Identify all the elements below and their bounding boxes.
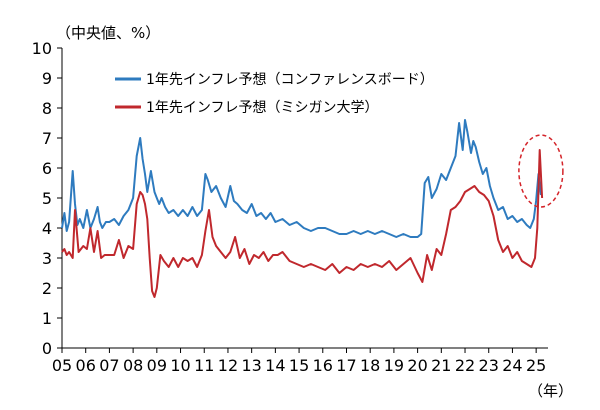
x-tick-label: 07 bbox=[99, 356, 119, 375]
x-tick-label: 08 bbox=[123, 356, 143, 375]
x-tick-label: 09 bbox=[147, 356, 167, 375]
legend-label-2: 1年先インフレ予想（ミシガン大学） bbox=[146, 100, 379, 116]
x-tick-label: 11 bbox=[194, 356, 214, 375]
x-tick-label: 05 bbox=[52, 356, 72, 375]
y-tick-label: 5 bbox=[42, 189, 52, 208]
y-tick-label: 4 bbox=[42, 219, 52, 238]
y-tick-label: 8 bbox=[42, 99, 52, 118]
series-line-1 bbox=[61, 119, 542, 238]
series-layer bbox=[61, 119, 544, 298]
legend: 1年先インフレ予想（コンファレンスボード） 1年先インフレ予想（ミシガン大学） bbox=[115, 72, 434, 116]
highlight-ellipse bbox=[518, 134, 564, 208]
x-tick-label: 20 bbox=[407, 356, 427, 375]
x-tick-label: 17 bbox=[336, 356, 356, 375]
x-tick-label: 06 bbox=[76, 356, 96, 375]
legend-label-1: 1年先インフレ予想（コンファレンスボード） bbox=[146, 72, 434, 88]
series-line-2 bbox=[61, 149, 544, 298]
x-tick-label: 16 bbox=[313, 356, 333, 375]
y-axis: 0 1 2 3 4 5 6 7 8 9 10 bbox=[32, 39, 63, 358]
x-tick-label: 22 bbox=[455, 356, 475, 375]
x-axis-unit-label: （年） bbox=[528, 382, 573, 400]
y-tick-label: 0 bbox=[42, 339, 52, 358]
y-tick-label: 3 bbox=[42, 249, 52, 268]
x-tick-label: 21 bbox=[431, 356, 451, 375]
x-tick-label: 18 bbox=[360, 356, 380, 375]
x-tick-label: 10 bbox=[170, 356, 190, 375]
y-tick-label: 6 bbox=[42, 159, 52, 178]
x-tick-label: 23 bbox=[479, 356, 499, 375]
y-tick-label: 2 bbox=[42, 279, 52, 298]
x-tick-label: 25 bbox=[526, 356, 546, 375]
x-tick-label: 13 bbox=[241, 356, 261, 375]
y-tick-label: 10 bbox=[32, 39, 52, 58]
y-axis-unit-label: （中央値、%） bbox=[56, 24, 160, 42]
x-tick-label: 19 bbox=[384, 356, 404, 375]
x-tick-label: 15 bbox=[289, 356, 309, 375]
x-axis: 05 06 07 08 09 10 11 12 13 14 15 16 17 18 19 20 21 22 23 24… bbox=[52, 347, 548, 375]
x-tick-label: 24 bbox=[502, 356, 522, 375]
x-tick-label: 14 bbox=[265, 356, 285, 375]
x-tick-label: 12 bbox=[218, 356, 238, 375]
y-tick-label: 7 bbox=[42, 129, 52, 148]
y-tick-label: 9 bbox=[42, 69, 52, 88]
y-ticks: 0 1 2 3 4 5 6 7 8 9 10 bbox=[32, 39, 62, 358]
x-ticks: 05 06 07 08 09 10 11 12 13 14 15 16 17 18 19 20 21 22 23 24… bbox=[52, 348, 546, 375]
y-tick-label: 1 bbox=[42, 309, 52, 328]
